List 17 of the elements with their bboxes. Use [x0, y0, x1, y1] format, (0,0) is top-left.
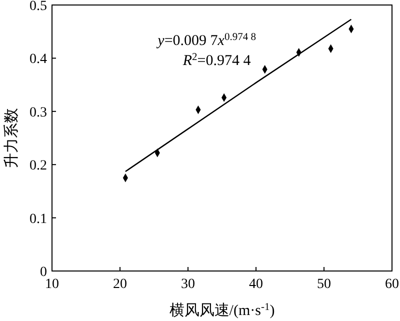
y-tick-label: 0.1	[30, 212, 47, 227]
y-tick-label: 0.4	[30, 52, 47, 68]
y-tick-label: 0	[40, 265, 47, 280]
annotation: y=0.009 7x$^{0.974 8}$	[156, 32, 256, 49]
x-axis-title: 横风风速/(m·s$^{-1}$)	[169, 302, 275, 319]
x-tick-label: 10	[45, 277, 59, 292]
x-tick-label: 30	[181, 277, 195, 292]
y-tick-label: 0.5	[30, 0, 47, 14]
y-tick-label: 0.2	[30, 158, 47, 174]
y-tick-label: 0.3	[30, 105, 47, 120]
x-tick-label: 50	[317, 277, 331, 292]
x-tick-label: 60	[385, 277, 399, 292]
x-tick-label: 20	[113, 277, 127, 292]
y-axis-title: 升力系数	[3, 108, 20, 168]
line-series	[124, 18, 352, 172]
x-tick-label: 40	[249, 277, 263, 292]
annotation: R$^{2}$=0.974 4	[182, 52, 252, 69]
